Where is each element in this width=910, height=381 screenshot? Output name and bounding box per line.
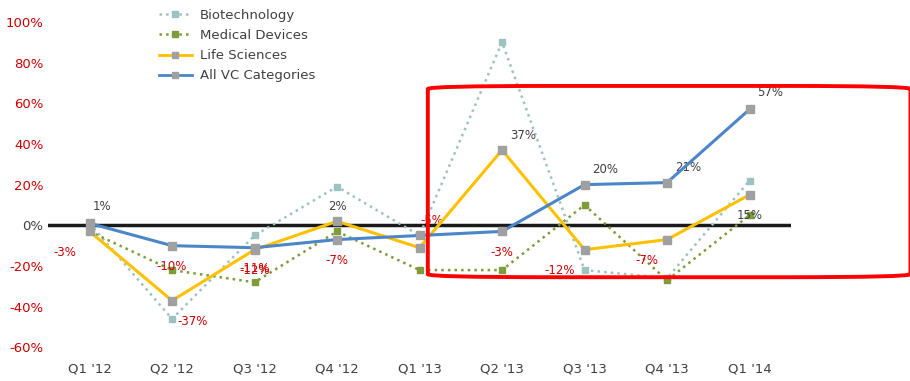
Text: -7%: -7%	[635, 254, 658, 267]
Text: 15%: 15%	[736, 209, 763, 222]
Text: 21%: 21%	[674, 162, 701, 174]
Text: -3%: -3%	[54, 246, 76, 259]
Text: 2%: 2%	[328, 200, 347, 213]
Text: 37%: 37%	[510, 129, 536, 142]
Text: 20%: 20%	[592, 163, 618, 176]
Text: 57%: 57%	[757, 86, 784, 99]
Text: -5%: -5%	[420, 215, 443, 227]
Text: -12%: -12%	[239, 264, 269, 277]
Text: -7%: -7%	[326, 254, 349, 267]
Text: -37%: -37%	[177, 315, 207, 328]
Text: 1%: 1%	[93, 200, 111, 213]
Text: -11%: -11%	[239, 262, 269, 275]
Text: -10%: -10%	[157, 260, 187, 273]
Text: -12%: -12%	[544, 264, 575, 277]
Legend: Biotechnology, Medical Devices, Life Sciences, All VC Categories: Biotechnology, Medical Devices, Life Sci…	[159, 9, 315, 82]
Text: -3%: -3%	[490, 246, 513, 259]
